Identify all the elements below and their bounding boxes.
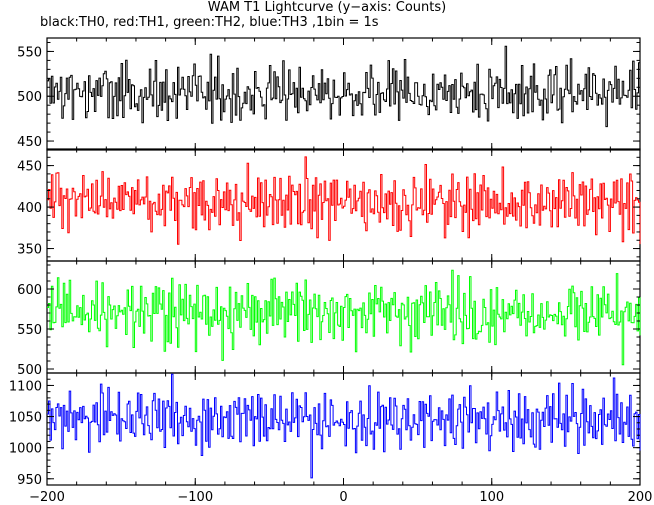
- series-line-th1: [47, 156, 641, 245]
- series-line-th0: [47, 45, 641, 128]
- chart-subtitle: black:TH0, red:TH1, green:TH2, blue:TH3 …: [40, 15, 379, 30]
- y-tick-label: 600: [17, 283, 42, 298]
- y-tick-label: 1100: [9, 379, 42, 394]
- x-tick-label: 100: [479, 490, 504, 505]
- panel-frame-th1: [46, 148, 641, 262]
- y-tick-label: 350: [17, 243, 42, 258]
- y-tick-label: 400: [17, 201, 42, 216]
- y-tick-label: 500: [17, 90, 42, 105]
- y-tick-label: 550: [17, 45, 42, 60]
- y-tick-label: 950: [17, 473, 42, 488]
- y-tick-label: 500: [17, 363, 42, 378]
- x-tick-label: −200: [29, 490, 65, 505]
- x-tick-label: 0: [339, 490, 347, 505]
- x-tick-label: 200: [628, 490, 653, 505]
- chart-title: WAM T1 Lightcurve (y−axis: Counts): [207, 0, 447, 15]
- y-tick-label: 1050: [9, 411, 42, 426]
- y-tick-label: 450: [17, 135, 42, 150]
- series-line-th3: [47, 373, 641, 479]
- y-tick-label: 450: [17, 160, 42, 175]
- series-line-th2: [47, 269, 641, 366]
- y-tick-label: 550: [17, 323, 42, 338]
- y-tick-label: 1000: [9, 442, 42, 457]
- x-tick-label: −100: [177, 490, 213, 505]
